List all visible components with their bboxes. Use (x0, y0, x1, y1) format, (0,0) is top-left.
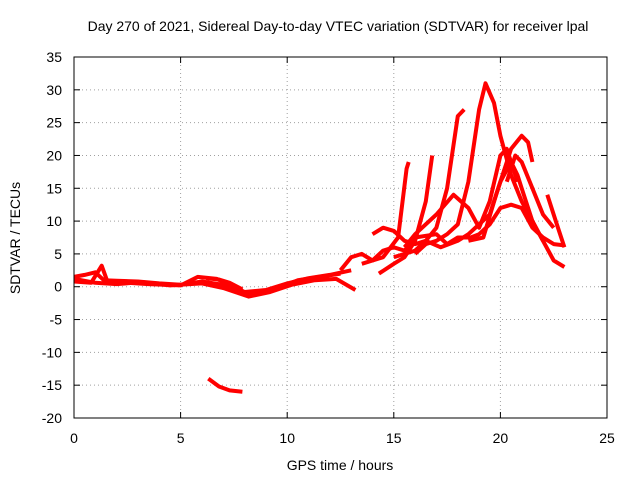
series-track-10 (545, 194, 567, 248)
series-layer (73, 81, 567, 394)
y-tick-label: 25 (46, 115, 62, 131)
y-tick-label: -20 (42, 410, 62, 426)
y-axis: -20 -15 -10 -5 0 5 10 15 20 25 30 35 (42, 49, 607, 426)
x-tick-label: 20 (493, 430, 509, 446)
series-track-7 (413, 81, 545, 256)
y-tick-label: 15 (46, 180, 62, 196)
series-track-1 (338, 202, 565, 272)
x-tick-label: 25 (599, 430, 615, 446)
series-track-8 (467, 133, 535, 243)
y-tick-label: 5 (54, 246, 62, 262)
series-track-9 (504, 153, 556, 229)
y-tick-label: 35 (46, 49, 62, 65)
x-tick-label: 10 (279, 430, 295, 446)
series-anomaly (207, 376, 243, 394)
y-tick-label: -10 (42, 344, 62, 360)
x-tick-label: 0 (70, 430, 78, 446)
series-track-4 (377, 155, 435, 276)
series-track-5 (393, 108, 466, 260)
chart-title: Day 270 of 2021, Sidereal Day-to-day VTE… (88, 18, 589, 34)
y-tick-label: 30 (46, 82, 62, 98)
plot-border (73, 56, 608, 419)
x-tick-label: 15 (386, 430, 402, 446)
series-baseline-4 (205, 276, 244, 292)
series-track-6 (402, 146, 520, 249)
y-tick-label: 10 (46, 213, 62, 229)
series-baseline-3 (73, 276, 357, 299)
y-axis-label: SDTVAR / TECUs (7, 182, 23, 294)
grid (74, 57, 607, 418)
y-tick-label: 20 (46, 147, 62, 163)
x-axis-label: GPS time / hours (287, 457, 394, 473)
y-tick-label: 0 (54, 279, 62, 295)
x-tick-label: 5 (177, 430, 185, 446)
y-tick-label: -15 (42, 377, 62, 393)
x-axis: 0 5 10 15 20 25 (70, 57, 615, 446)
y-tick-label: -5 (50, 312, 63, 328)
